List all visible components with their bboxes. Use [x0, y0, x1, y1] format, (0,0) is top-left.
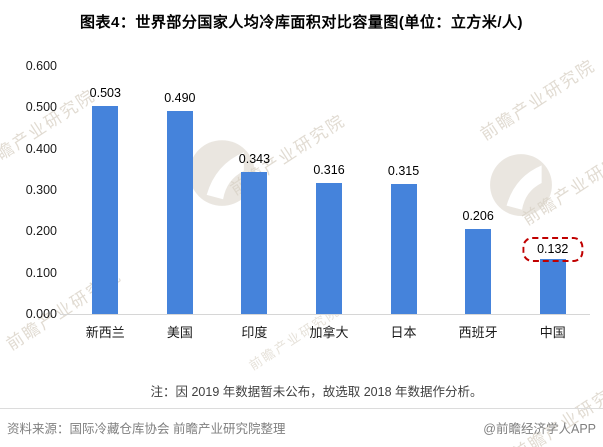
bar-value-label: 0.206	[462, 208, 494, 223]
footer-divider	[0, 408, 603, 409]
highlight-box: 0.132	[522, 237, 584, 263]
chart-bar	[465, 228, 492, 314]
bar-value-label: 0.503	[89, 86, 121, 101]
x-axis-labels: 新西兰 美国 印度 加拿大 日本 西班牙 中国	[68, 322, 590, 340]
y-axis-tick-label: 0.600	[25, 59, 57, 73]
chart-title: 图表4：世界部分国家人均冷库面积对比容量图(单位：立方米/人)	[79, 14, 523, 31]
chart-bar	[390, 183, 417, 314]
y-axis-tick-label: 0.300	[25, 183, 57, 197]
source-text: 资料来源：国际冷藏仓库协会 前瞻产业研究院整理	[7, 422, 286, 436]
x-axis-label: 中国	[539, 325, 566, 340]
footer: 资料来源：国际冷藏仓库协会 前瞻产业研究院整理 @前瞻经济学人APP	[0, 418, 603, 437]
x-axis-label: 加拿大	[309, 325, 349, 340]
x-axis-label: 美国	[166, 325, 193, 340]
plot-area: 0.503 0.490 0.343 0.316 0.315 0.206 0.132	[68, 66, 590, 315]
chart-bar	[316, 183, 342, 314]
chart-bar	[241, 172, 268, 314]
y-axis-tick-label: 0.400	[25, 141, 57, 156]
bar-value-label: 0.490	[164, 91, 196, 106]
chart-bar	[539, 259, 566, 314]
chart-note: 注：因 2019 年数据暂未公布，故选取 2018 年数据作分析。	[150, 385, 483, 399]
x-axis-line	[60, 314, 68, 315]
x-axis-label: 西班牙	[458, 325, 498, 340]
y-axis: 0.000 0.100 0.200 0.300 0.400 0.500 0.600	[0, 59, 57, 321]
y-axis-tick-label: 0.200	[25, 224, 57, 239]
bar-value-label: 0.132	[522, 237, 584, 263]
credit-text: @前瞻经济学人APP	[483, 422, 596, 436]
x-axis-label: 新西兰	[85, 325, 125, 340]
bar-value-label: 0.315	[387, 163, 420, 178]
bar-value-label: 0.343	[238, 152, 271, 167]
chart-bar	[92, 106, 119, 314]
x-axis-label: 日本	[390, 325, 417, 340]
chart-bar	[166, 111, 193, 314]
y-axis-tick-label: 0.100	[25, 265, 57, 280]
bar-value-label: 0.316	[313, 163, 345, 178]
y-axis-tick-label: 0.000	[25, 307, 57, 321]
x-axis-label: 印度	[241, 325, 268, 340]
y-axis-tick-label: 0.500	[25, 100, 57, 115]
